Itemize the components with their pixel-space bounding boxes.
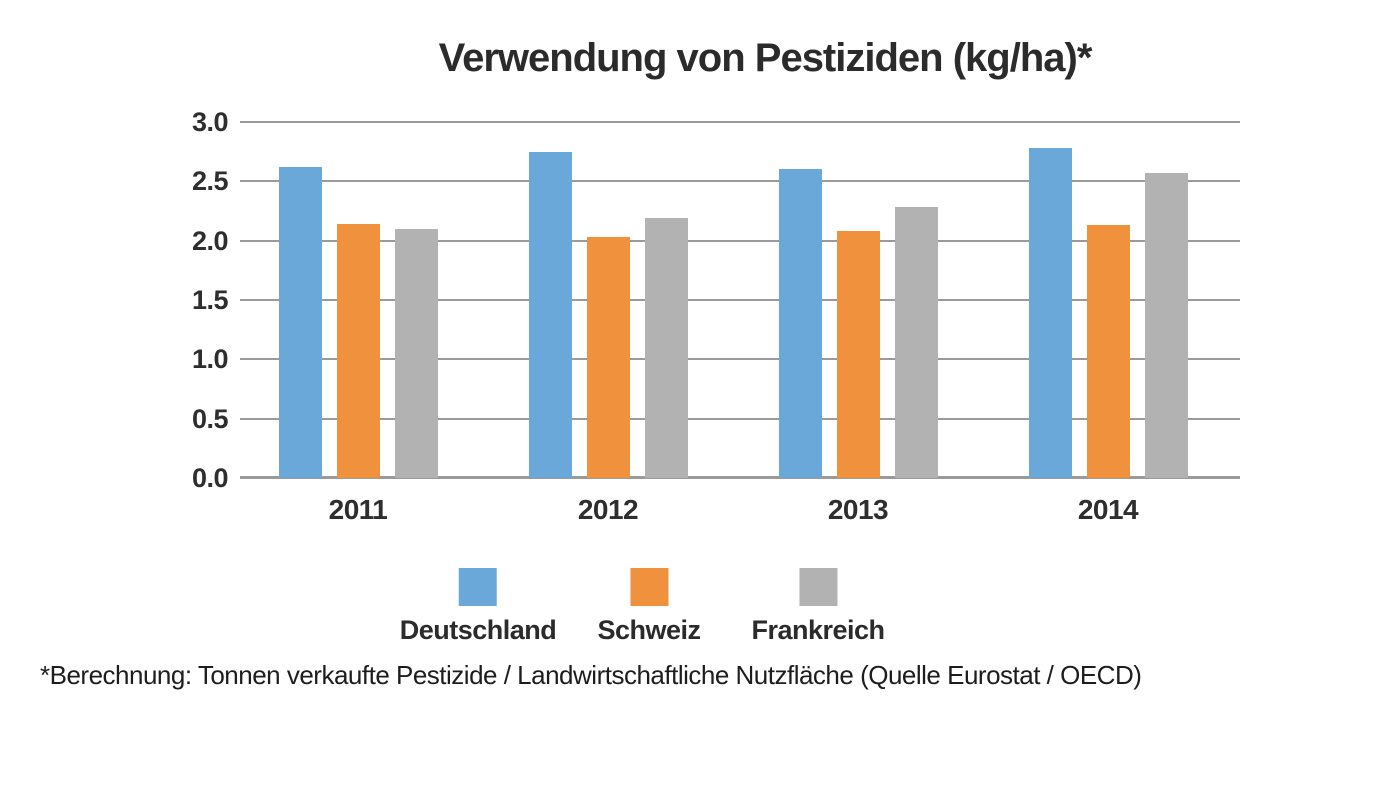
bar-frankreich-2012 [644,218,688,478]
y-tick-label-1.5: 1.5 [191,285,229,315]
bar-schweiz-2012 [586,237,630,478]
bar-schweiz-2013 [836,231,880,478]
bar-frankreich-2013 [894,207,938,478]
chart-title: Verwendung von Pestiziden (kg/ha)* [438,36,1093,80]
x-tick-label-2012: 2012 [577,494,639,525]
legend-label-deutschland: Deutschland [399,615,557,645]
gridline-y-0.5 [240,417,1240,420]
legend-swatch-frankreich [799,568,837,606]
x-tick-label-2011: 2011 [328,494,388,525]
legend-swatch-schweiz [629,568,668,606]
x-tick-label-2014: 2014 [1077,494,1139,525]
gridline-y-3.0 [240,121,1240,123]
gridline-y-2.0 [240,239,1240,242]
bar-deutschland-2011 [278,167,322,478]
bar-group-2011 [278,167,438,478]
legend-label-frankreich: Frankreich [751,615,885,645]
legend-item-frankreich: Frankreich [751,568,885,646]
legend-label-schweiz: Schweiz [597,615,701,645]
gridline-y-2.5 [240,180,1240,183]
plot-area: 0.0 0.5 1.0 1.5 2.0 2.5 3.0 2011 2012 2013 2014 [192,107,1240,525]
bar-frankreich-2014 [1144,173,1188,478]
bar-group-2013 [778,169,938,478]
legend: Deutschland Schweiz Frankreich [0,568,1400,654]
bar-group-2014 [1028,148,1188,478]
y-tick-label-0.0: 0.0 [191,463,229,493]
bar-deutschland-2012 [528,151,572,478]
y-tick-label-2.0: 2.0 [191,225,229,256]
y-tick-label-3.0: 3.0 [191,107,229,137]
y-tick-label-1.0: 1.0 [191,344,229,375]
gridline-y-1.0 [240,358,1240,361]
bar-schweiz-2011 [336,224,380,478]
legend-item-schweiz: Schweiz [597,568,701,646]
bar-schweiz-2014 [1086,225,1130,478]
y-tick-label-2.5: 2.5 [191,166,229,197]
bar-group-2012 [528,151,688,478]
bar-frankreich-2011 [394,228,438,478]
x-axis-baseline [240,476,1240,479]
y-tick-label-0.5: 0.5 [191,403,229,434]
legend-swatch-deutschland [459,568,497,606]
legend-item-deutschland: Deutschland [400,568,557,646]
x-tick-label-2013: 2013 [827,494,889,525]
bar-deutschland-2014 [1028,148,1072,478]
bar-deutschland-2013 [778,169,822,478]
gridline-y-1.5 [240,299,1240,301]
footnote: *Berechnung: Tonnen verkaufte Pestizide … [40,660,1142,690]
